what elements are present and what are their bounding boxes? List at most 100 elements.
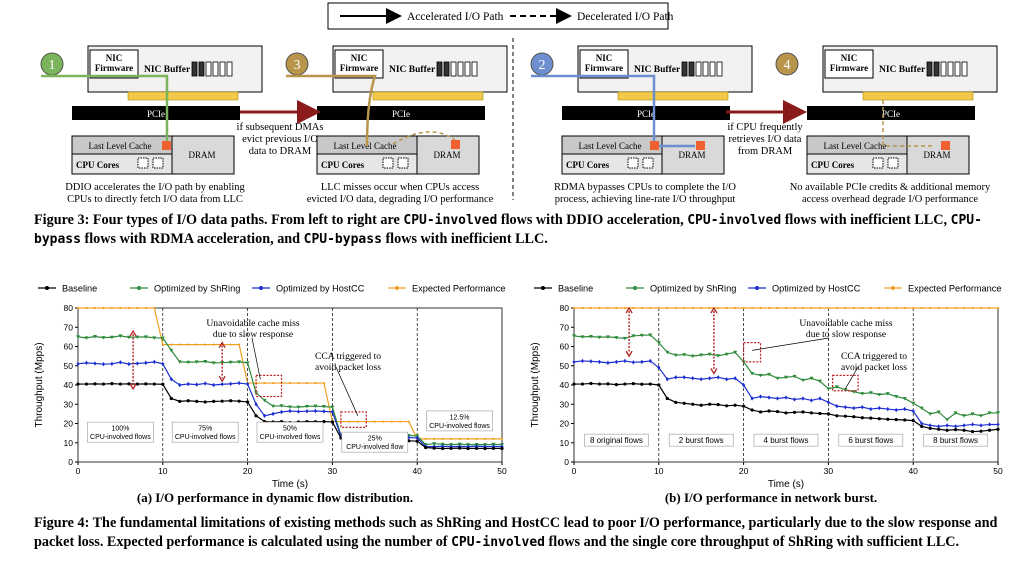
data-point: [220, 382, 224, 387]
data-point: [330, 409, 334, 415]
gap-arrow-head-up: [625, 306, 633, 314]
y-tick-label: 10: [560, 438, 570, 448]
data-point: [673, 353, 678, 358]
annotation-pointer: [845, 366, 859, 390]
data-point: [169, 396, 173, 401]
step-number: 4: [784, 58, 791, 73]
data-point: [458, 437, 461, 440]
data-point: [954, 306, 957, 310]
data-point: [928, 426, 932, 430]
legend-entry: Optimized by ShRing: [626, 284, 736, 294]
llc-label: Last Level Cache: [824, 141, 887, 151]
legend-entry: Expected Performance: [884, 284, 1001, 294]
buffer-slot: [961, 61, 968, 77]
data-point: [776, 306, 779, 310]
data-point: [483, 446, 487, 451]
data-point: [758, 410, 763, 414]
data-point: [945, 423, 949, 428]
data-point: [640, 382, 644, 386]
data-point: [177, 360, 182, 364]
data-point: [102, 306, 105, 310]
panel-caption: DDIO accelerates the I/O path by enablin…: [65, 182, 245, 205]
data-point: [152, 359, 156, 365]
data-point: [860, 416, 864, 420]
dram-label: DRAM: [923, 150, 950, 160]
data-point: [589, 306, 593, 310]
legend-entry: Optimized by HostCC: [252, 284, 365, 294]
data-point: [449, 446, 453, 450]
data-point: [817, 379, 822, 384]
data-point: [945, 428, 949, 432]
data-point: [844, 306, 847, 310]
data-point: [399, 420, 402, 423]
data-point: [118, 382, 122, 386]
data-point: [118, 334, 123, 338]
buffer-slot: [219, 61, 226, 77]
data-point: [758, 394, 763, 399]
data-point: [767, 306, 771, 310]
x-tick-label: 50: [993, 466, 1003, 476]
data-point: [407, 435, 411, 440]
data-point: [911, 408, 915, 414]
data-point: [869, 406, 873, 412]
cpu-core-icon: [152, 157, 164, 169]
buffer-slot: [709, 61, 716, 77]
phase-label: 25% CPU-involved flow: [341, 431, 409, 453]
phase-label: 100% CPU-involved flows: [87, 421, 154, 443]
step-number: 2: [539, 58, 546, 73]
data-point: [322, 381, 326, 385]
data-point: [84, 360, 89, 366]
figure4-caption: Figure 4: The fundamental limitations of…: [34, 515, 998, 550]
data-point: [136, 306, 139, 310]
data-point: [699, 377, 703, 382]
data-point: [85, 306, 88, 310]
x-tick-label: 40: [908, 466, 918, 476]
data-point: [700, 306, 703, 310]
transition-text-1: if subsequent DMAs evict previous I/O data…: [237, 122, 324, 157]
nic-contacts: [372, 91, 484, 101]
data-point: [178, 399, 182, 403]
data-point: [186, 360, 191, 365]
data-point: [144, 360, 148, 366]
data-point: [827, 306, 830, 310]
data-point: [929, 306, 932, 310]
buffer-slot: [954, 61, 961, 77]
data-point: [228, 360, 233, 365]
data-point: [313, 408, 318, 414]
data-point: [724, 352, 729, 357]
cpu-core-icon: [872, 157, 884, 169]
data-point: [229, 399, 233, 403]
data-point: [716, 375, 720, 380]
data-point: [750, 408, 754, 412]
data-point: [877, 405, 881, 411]
data-point: [262, 413, 267, 418]
legend-entry: Baseline: [534, 284, 593, 294]
data-point: [937, 427, 941, 431]
data-point: [238, 343, 241, 346]
pcie-label: PCIe: [637, 109, 655, 119]
data-point: [878, 306, 881, 310]
data-point: [666, 306, 669, 310]
x-tick-label: 0: [572, 466, 577, 476]
buffer-slot: [436, 61, 443, 77]
data-point: [691, 376, 695, 381]
data-point: [93, 382, 97, 386]
data-point: [614, 359, 618, 365]
cpu-core-icon: [642, 157, 654, 169]
llc-label: Last Level Cache: [89, 141, 152, 151]
subcaption-a: (a) I/O performance in dynamic flow dist…: [136, 490, 414, 505]
data-point: [288, 405, 292, 409]
data-point: [606, 360, 610, 366]
nic-firmware-box: [579, 49, 629, 79]
data-point: [902, 396, 907, 401]
data-point: [475, 437, 478, 440]
data-point: [962, 428, 966, 432]
y-tick-label: 30: [560, 399, 570, 409]
data-point: [962, 414, 967, 418]
data-point: [979, 306, 983, 310]
data-point: [572, 382, 576, 386]
x-tick-label: 10: [654, 466, 664, 476]
data-point: [101, 336, 106, 340]
data-point: [110, 306, 114, 310]
data-point: [894, 418, 898, 422]
